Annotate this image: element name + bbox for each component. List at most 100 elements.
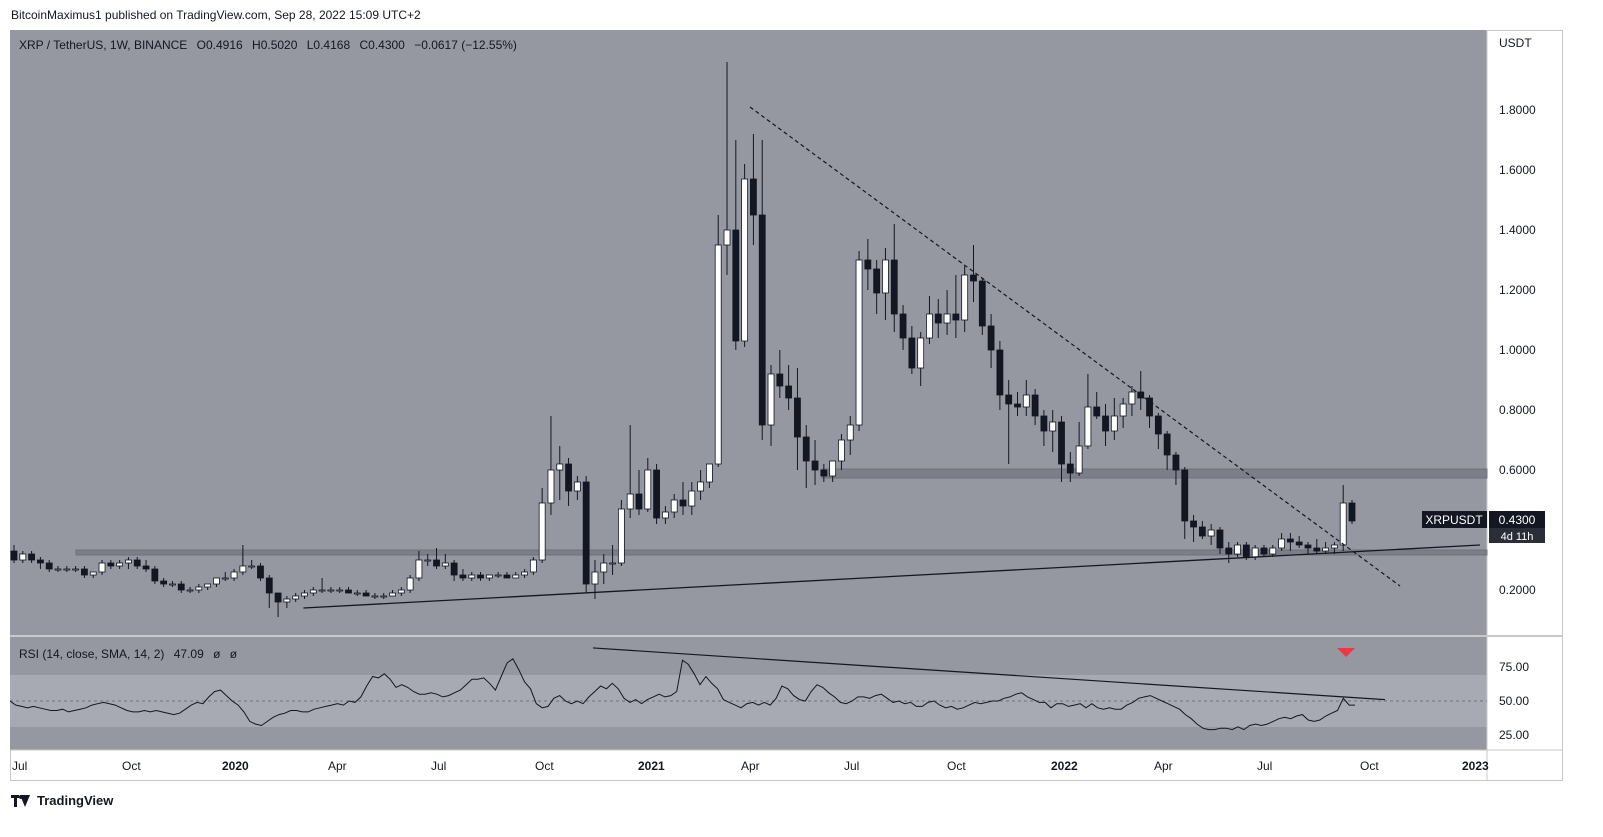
candle-bearish[interactable] — [1304, 544, 1312, 549]
candle-bearish[interactable] — [1040, 415, 1048, 432]
candle-bullish[interactable] — [186, 589, 194, 592]
candle-bullish[interactable] — [327, 589, 335, 592]
candle-bullish[interactable] — [688, 490, 696, 507]
price-chart[interactable]: XRP / TetherUS, 1W, BINANCE O0.4916 H0.5… — [10, 30, 1563, 781]
candle-bearish[interactable] — [934, 313, 942, 324]
candle-bullish[interactable] — [1269, 547, 1277, 555]
candle-bearish[interactable] — [81, 568, 88, 576]
rsi-legend[interactable]: RSI (14, close, SMA, 14, 2) 47.09 ø ø — [19, 647, 238, 661]
legend-header[interactable]: XRP / TetherUS, 1W, BINANCE O0.4916 H0.5… — [19, 38, 517, 52]
candle-bearish[interactable] — [1225, 547, 1233, 555]
candle-bullish[interactable] — [494, 574, 502, 577]
candle-bullish[interactable] — [512, 574, 520, 579]
candle-bearish[interactable] — [750, 178, 757, 216]
candle-bullish[interactable] — [248, 565, 256, 568]
candle-bullish[interactable] — [1322, 547, 1329, 552]
candle-bearish[interactable] — [758, 214, 766, 426]
candle-bullish[interactable] — [829, 460, 837, 477]
candle-bullish[interactable] — [371, 595, 379, 598]
candle-bearish[interactable] — [142, 565, 150, 570]
candle-bullish[interactable] — [213, 577, 220, 585]
candle-bullish[interactable] — [397, 589, 405, 594]
candle-bullish[interactable] — [1119, 403, 1127, 417]
candle-bullish[interactable] — [169, 583, 176, 586]
candle-bullish[interactable] — [1234, 544, 1241, 555]
price-pane[interactable] — [10, 30, 1487, 635]
candle-bearish[interactable] — [873, 268, 881, 294]
candle-bullish[interactable] — [485, 574, 493, 579]
candle-bearish[interactable] — [1172, 454, 1180, 471]
candle-bullish[interactable] — [468, 574, 476, 579]
candle-bullish[interactable] — [741, 178, 749, 342]
candle-bearish[interactable] — [433, 559, 440, 567]
candle-bullish[interactable] — [882, 259, 889, 294]
candle-bearish[interactable] — [864, 259, 872, 270]
candle-bullish[interactable] — [301, 592, 308, 597]
candle-bullish[interactable] — [855, 259, 863, 426]
candle-bullish[interactable] — [600, 562, 608, 573]
candle-bearish[interactable] — [1146, 397, 1153, 417]
candle-bearish[interactable] — [257, 565, 264, 579]
candle-bearish[interactable] — [177, 583, 185, 591]
rsi-axis-ticks[interactable]: 75.00 50.00 25.00 — [1499, 660, 1529, 742]
candle-bullish[interactable] — [1022, 394, 1030, 408]
candle-bullish[interactable] — [230, 571, 238, 579]
ascending-support-line[interactable] — [303, 544, 1481, 609]
candle-bearish[interactable] — [107, 562, 115, 567]
candle-bearish[interactable] — [1102, 415, 1109, 432]
candle-bullish[interactable] — [336, 589, 344, 592]
candle-bullish[interactable] — [697, 481, 705, 492]
candle-bullish[interactable] — [846, 424, 854, 441]
candle-bullish[interactable] — [204, 583, 212, 588]
candle-bullish[interactable] — [529, 559, 537, 573]
candle-bearish[interactable] — [1154, 415, 1162, 435]
candle-bullish[interactable] — [116, 562, 124, 567]
candle-bearish[interactable] — [503, 574, 511, 579]
candle-bearish[interactable] — [450, 562, 458, 576]
candle-bearish[interactable] — [37, 559, 44, 564]
candle-bearish[interactable] — [1005, 394, 1013, 405]
candle-bullish[interactable] — [661, 511, 669, 519]
candle-bearish[interactable] — [996, 349, 1004, 396]
candle-bullish[interactable] — [283, 598, 291, 603]
candle-bullish[interactable] — [767, 373, 775, 426]
candle-bearish[interactable] — [1260, 547, 1268, 555]
candle-bullish[interactable] — [292, 595, 300, 600]
candle-bearish[interactable] — [1181, 469, 1189, 522]
candle-bearish[interactable] — [1216, 529, 1224, 549]
candle-bearish[interactable] — [1031, 394, 1039, 417]
candle-bearish[interactable] — [732, 229, 740, 342]
candle-bullish[interactable] — [626, 493, 634, 510]
candle-bullish[interactable] — [926, 313, 933, 339]
candle-bearish[interactable] — [133, 559, 141, 567]
candle-bullish[interactable] — [318, 589, 326, 592]
candle-bullish[interactable] — [573, 481, 581, 492]
candle-bearish[interactable] — [1014, 403, 1021, 408]
candle-bearish[interactable] — [1163, 433, 1171, 456]
candle-bearish[interactable] — [1295, 541, 1303, 546]
candle-bearish[interactable] — [635, 493, 643, 510]
candle-bullish[interactable] — [309, 589, 317, 594]
candle-bearish[interactable] — [274, 592, 282, 603]
candle-bearish[interactable] — [1093, 406, 1101, 417]
candle-bullish[interactable] — [609, 562, 616, 565]
candle-bullish[interactable] — [538, 502, 546, 561]
candle-bullish[interactable] — [125, 559, 132, 564]
candle-bullish[interactable] — [723, 229, 731, 246]
candle-bullish[interactable] — [415, 559, 423, 579]
candle-bearish[interactable] — [970, 274, 977, 282]
candle-bullish[interactable] — [1330, 544, 1338, 549]
candle-bullish[interactable] — [556, 463, 564, 471]
candle-bearish[interactable] — [1058, 421, 1065, 465]
candle-bearish[interactable] — [820, 469, 828, 477]
candle-bullish[interactable] — [1075, 445, 1083, 474]
candle-bullish[interactable] — [943, 313, 951, 324]
rsi-trendline[interactable] — [592, 647, 1386, 701]
candle-bearish[interactable] — [785, 385, 793, 399]
candle-bearish[interactable] — [1313, 547, 1321, 552]
candle-bullish[interactable] — [1251, 547, 1259, 558]
candle-bearish[interactable] — [10, 550, 18, 561]
candle-bullish[interactable] — [221, 577, 229, 580]
candle-bearish[interactable] — [459, 574, 467, 579]
candle-bearish[interactable] — [811, 460, 819, 471]
